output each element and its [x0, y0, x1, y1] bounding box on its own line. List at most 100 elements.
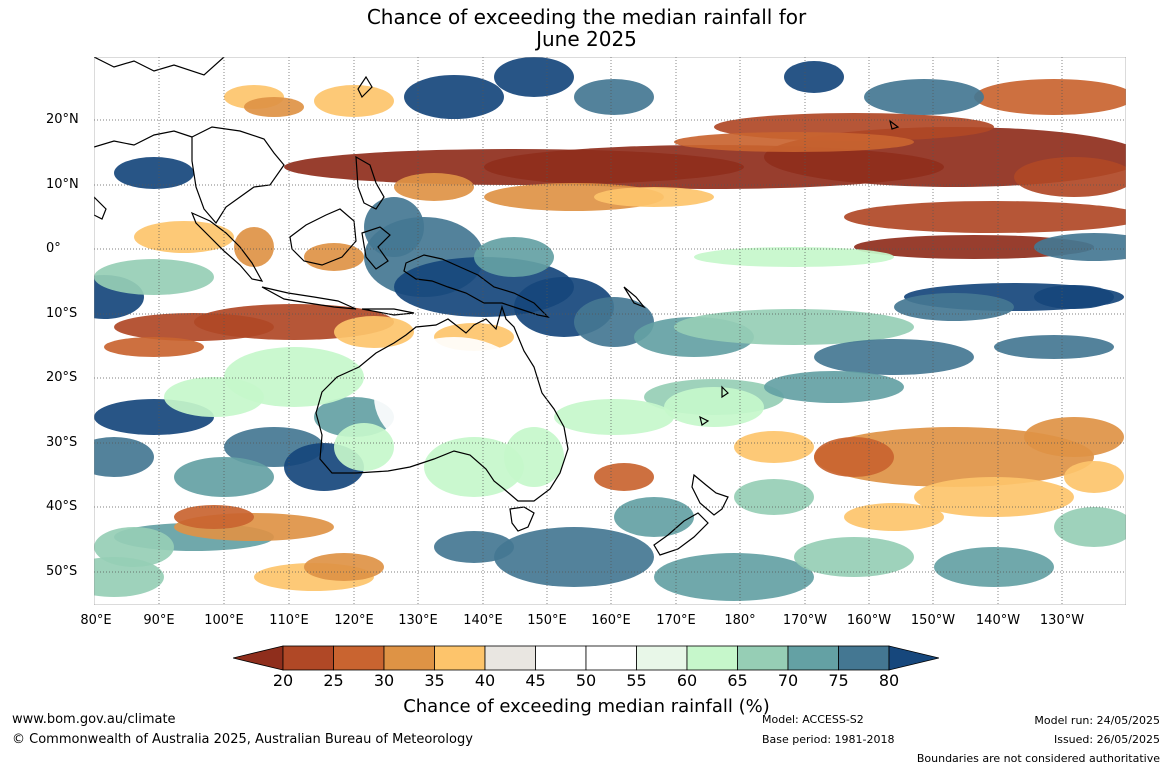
- lon-label: 80°E: [80, 613, 112, 628]
- new-guinea-coastline: [403, 254, 550, 318]
- rainfall-probability-region: [474, 237, 554, 277]
- philippines-coastline: [355, 155, 385, 210]
- rainfall-probability-region: [784, 61, 844, 93]
- rainfall-probability-region: [244, 97, 304, 117]
- colorbar-tick-label: 35: [424, 671, 445, 690]
- rainfall-probability-region: [934, 547, 1054, 587]
- sumatra-coastline: [190, 211, 264, 282]
- colorbar-tick-label: 55: [626, 671, 647, 690]
- colorbar-segment: [888, 645, 939, 671]
- new-zealand-coastline: [653, 473, 729, 556]
- rainfall-probability-region: [94, 259, 214, 295]
- rainfall-probability-region: [494, 57, 574, 97]
- rainfall-probability-region: [1034, 233, 1126, 261]
- rainfall-probability-region: [334, 316, 414, 348]
- lon-label: 130°W: [1039, 613, 1085, 628]
- rainfall-probability-region: [574, 297, 654, 347]
- lon-label: 180°: [724, 613, 756, 628]
- colorbar-tick-label: 65: [727, 671, 748, 690]
- colorbar-segment: [434, 645, 486, 671]
- colorbar-segment: [636, 645, 688, 671]
- rainfall-probability-region: [504, 427, 564, 487]
- lon-label: 90°E: [143, 613, 175, 628]
- lat-label: 0°: [46, 241, 61, 256]
- rainfall-probability-region: [304, 553, 384, 581]
- rainfall-probability-region: [304, 243, 364, 271]
- colorbar-segment: [233, 645, 284, 671]
- lat-label: 20°N: [46, 112, 79, 127]
- colorbar-segment: [737, 645, 789, 671]
- colorbar-segment: [484, 645, 536, 671]
- copyright-text: © Commonwealth of Australia 2025, Austra…: [12, 732, 473, 747]
- rainfall-probability-region: [494, 527, 654, 587]
- rainfall-probability-region: [674, 132, 914, 152]
- lat-label: 10°N: [46, 177, 79, 192]
- lon-label: 160°W: [846, 613, 892, 628]
- lon-label: 150°W: [910, 613, 956, 628]
- rainfall-map-canvas: [94, 57, 1126, 605]
- rainfall-probability-region: [674, 309, 914, 345]
- rainfall-probability-region: [694, 247, 894, 267]
- disclaimer-text: Boundaries are not considered authoritat…: [916, 752, 1160, 765]
- colorbar-tick-label: 30: [373, 671, 395, 690]
- rainfall-probability-region: [394, 173, 474, 201]
- lon-label: 150°E: [527, 613, 567, 628]
- base-period-text: Base period: 1981-2018: [762, 733, 895, 746]
- colorbar-segment: [282, 645, 334, 671]
- rainfall-probability-region: [894, 293, 1014, 321]
- rainfall-probability-region: [864, 79, 984, 115]
- rainfall-probability-region: [654, 553, 814, 601]
- rainfall-probability-region: [794, 537, 914, 577]
- colorbar-tick-label: 75: [828, 671, 849, 690]
- borneo-coastline: [289, 208, 357, 266]
- rainfall-probability-region: [364, 197, 424, 257]
- model-run-text: Model run: 24/05/2025: [1034, 714, 1160, 727]
- rainfall-probability-region: [424, 437, 524, 497]
- lat-label: 10°S: [46, 306, 78, 321]
- rainfall-probability-region: [1064, 461, 1124, 493]
- colorbar-tick-label: 80: [878, 671, 900, 690]
- lon-label: 170°E: [656, 613, 696, 628]
- rainfall-probability-region: [764, 371, 904, 403]
- map-subtitle: June 2025: [536, 27, 637, 51]
- colorbar-segment: [535, 645, 587, 671]
- lat-label: 50°S: [46, 564, 78, 579]
- colorbar-tick-label: 20: [272, 671, 294, 690]
- colorbar-tick-label: 45: [525, 671, 546, 690]
- rainfall-probability-region: [814, 339, 974, 375]
- rainfall-map: [94, 57, 1126, 605]
- colorbar-segment: [686, 645, 738, 671]
- rainfall-probability-region: [664, 387, 764, 427]
- rainfall-probability-region: [1054, 507, 1126, 547]
- rainfall-probability-region: [554, 399, 674, 435]
- rainfall-probability-region: [134, 221, 234, 253]
- lon-label: 160°E: [591, 613, 631, 628]
- rainfall-probability-region: [1034, 285, 1114, 309]
- sulawesi-coastline: [361, 226, 391, 270]
- indochina-coastline: [191, 126, 285, 225]
- lat-label: 20°S: [46, 370, 78, 385]
- colorbar-segment: [333, 645, 385, 671]
- rainfall-probability-region: [734, 479, 814, 515]
- colorbar-segment: [787, 645, 839, 671]
- rainfall-probability-region: [974, 79, 1126, 115]
- australia-coastline: [315, 304, 569, 502]
- hawaii-coastline: [889, 119, 900, 130]
- rainfall-probability-region: [334, 423, 394, 471]
- rainfall-probability-region: [434, 531, 514, 563]
- colorbar-tick-label: 50: [575, 671, 597, 690]
- website-link[interactable]: www.bom.gov.au/climate: [12, 712, 176, 727]
- rainfall-probability-region: [164, 377, 264, 417]
- lon-label: 110°E: [269, 613, 309, 628]
- rainfall-probability-region: [594, 463, 654, 491]
- rainfall-probability-region: [734, 431, 814, 463]
- rainfall-probability-region: [574, 79, 654, 115]
- rainfall-probability-region: [1014, 157, 1126, 197]
- rainfall-probability-region: [374, 337, 534, 457]
- colorbar-tick-label: 60: [676, 671, 698, 690]
- lon-label: 130°E: [398, 613, 438, 628]
- lon-label: 170°W: [782, 613, 828, 628]
- rainfall-probability-region: [844, 201, 1126, 233]
- issued-text: Issued: 26/05/2025: [1053, 733, 1160, 746]
- colorbar-tick-label: 25: [323, 671, 344, 690]
